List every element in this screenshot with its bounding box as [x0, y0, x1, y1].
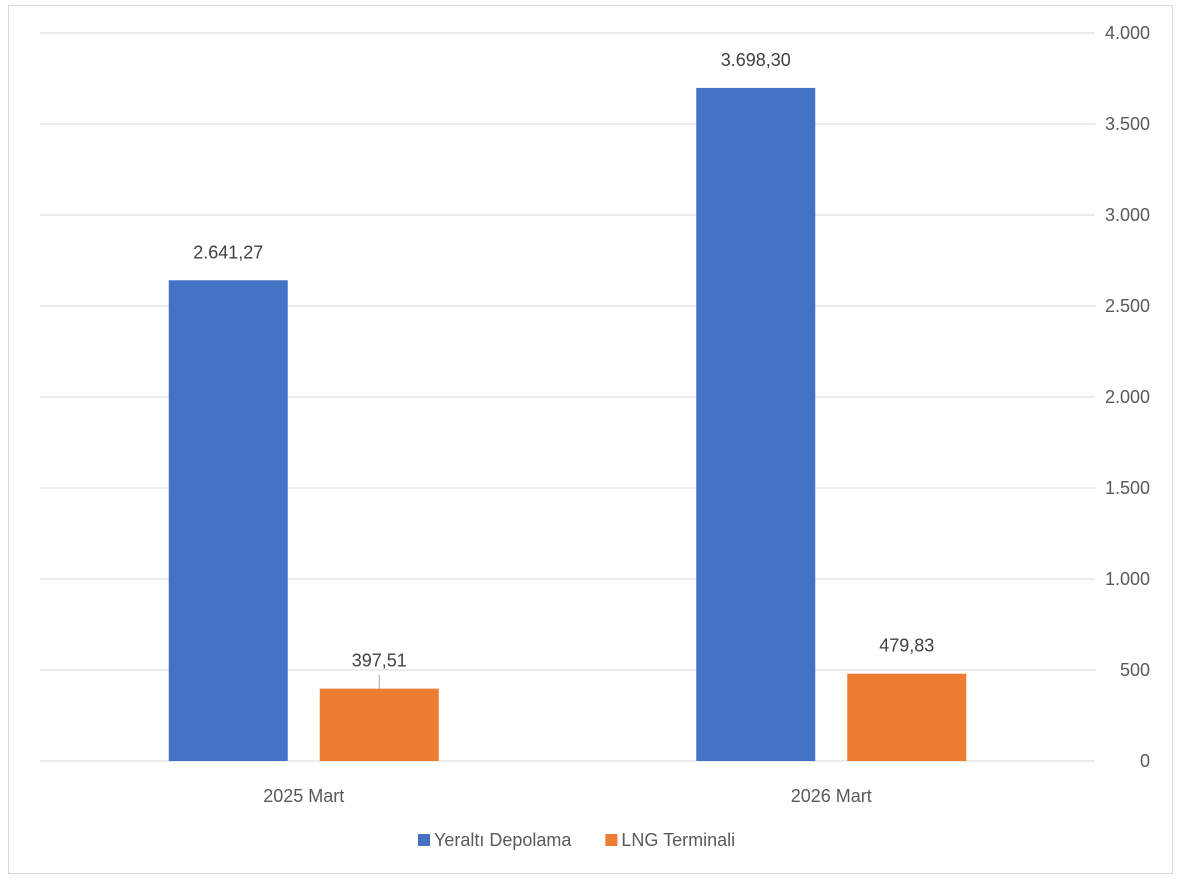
data-labels: 2.641,27 397,51 3.698,30 479,83 [193, 50, 934, 689]
category-label: 2026 Mart [791, 786, 872, 806]
legend-swatch [605, 834, 618, 846]
bar [319, 688, 439, 761]
y-tick-label: 0 [1140, 751, 1150, 771]
y-tick-label: 3.500 [1105, 114, 1150, 134]
y-tick-label: 500 [1120, 660, 1150, 680]
data-label: 479,83 [879, 636, 934, 656]
data-label: 3.698,30 [721, 50, 791, 70]
legend-swatch [418, 834, 430, 846]
bar [168, 280, 288, 761]
bar [847, 673, 967, 761]
legend-label: Yeraltı Depolama [434, 830, 572, 850]
legend-label: LNG Terminali [621, 830, 735, 850]
x-axis-categories: 2025 Mart 2026 Mart [263, 786, 872, 806]
bars [168, 87, 967, 761]
y-axis-ticks: 0 500 1.000 1.500 2.000 2.500 3.000 3.500 4.000 [1105, 23, 1150, 771]
legend: Yeraltı Depolama LNG Terminali [418, 830, 735, 850]
y-tick-label: 3.000 [1105, 205, 1150, 225]
data-label: 2.641,27 [193, 242, 263, 262]
y-tick-label: 1.500 [1105, 478, 1150, 498]
y-tick-label: 1.000 [1105, 569, 1150, 589]
y-tick-label: 2.000 [1105, 387, 1150, 407]
bar [696, 87, 816, 761]
y-tick-label: 4.000 [1105, 23, 1150, 43]
category-label: 2025 Mart [263, 786, 344, 806]
y-tick-label: 2.500 [1105, 296, 1150, 316]
data-label: 397,51 [352, 651, 407, 671]
